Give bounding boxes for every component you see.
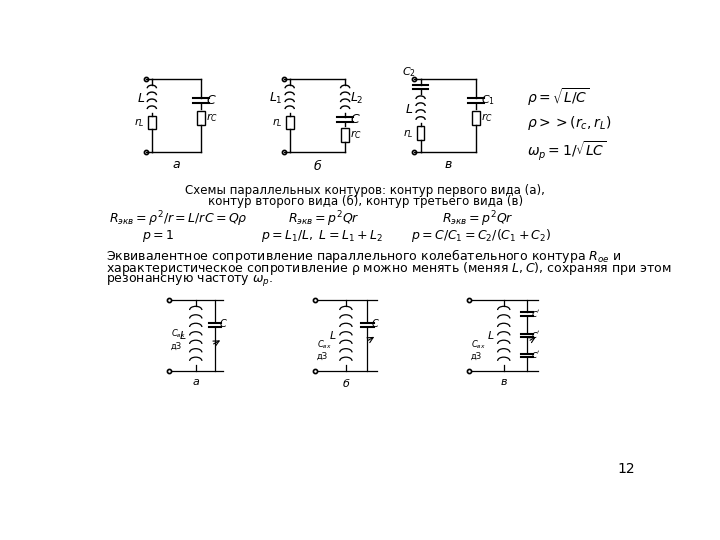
Bar (472, 111, 480, 125)
Text: $p=C/C_1=C_2/(C_1+C_2)$: $p=C/C_1=C_2/(C_1+C_2)$ (411, 227, 552, 244)
Text: $C$: $C$ (350, 113, 361, 126)
Text: $\rho >> (r_c, r_L)$: $\rho >> (r_c, r_L)$ (527, 114, 611, 132)
Bar (341, 128, 349, 142)
Text: характеристическое сопротивление ρ можно менять (меняя $L, C$), сохраняя при это: характеристическое сопротивление ρ можно… (106, 260, 671, 276)
Bar (148, 116, 156, 130)
Text: $L_2$: $L_2$ (350, 91, 364, 106)
Text: Схемы параллельных контуров: контур первого вида (а),: Схемы параллельных контуров: контур перв… (185, 184, 545, 197)
Text: 12: 12 (617, 462, 634, 476)
Text: $R_{\mathit{экв}}=\rho^2/r=L/rC=Q\rho$: $R_{\mathit{экв}}=\rho^2/r=L/rC=Q\rho$ (109, 209, 248, 228)
Text: $c'$: $c'$ (531, 350, 540, 361)
Text: $c'$: $c'$ (531, 308, 540, 320)
Text: $\rho = \sqrt{L/C}$: $\rho = \sqrt{L/C}$ (527, 86, 589, 108)
Text: Эквивалентное сопротивление параллельного колебательного контура $R_{oe}$ и: Эквивалентное сопротивление параллельног… (106, 247, 621, 265)
Text: $\mathit{б}$: $\mathit{б}$ (312, 158, 322, 173)
Text: $c'$: $c'$ (531, 329, 540, 341)
Text: $r_C$: $r_C$ (350, 129, 361, 141)
Text: $L$: $L$ (329, 329, 337, 341)
Text: $C_{вх}$
дЗ: $C_{вх}$ дЗ (471, 339, 485, 361)
Text: $\mathit{б}$: $\mathit{б}$ (342, 377, 350, 389)
Text: $L$: $L$ (179, 329, 186, 341)
Text: $R_{\mathit{экв}}=p^2Qr$: $R_{\mathit{экв}}=p^2Qr$ (288, 209, 360, 228)
Bar (417, 126, 425, 140)
Text: $a$: $a$ (172, 158, 181, 171)
Text: $C_{вх}$
дЗ: $C_{вх}$ дЗ (171, 328, 186, 350)
Text: $L$: $L$ (487, 329, 495, 341)
Text: $C_1$: $C_1$ (481, 93, 495, 107)
Text: $r_L$: $r_L$ (403, 127, 414, 140)
Text: $\omega_p = 1/\sqrt{LC}$: $\omega_p = 1/\sqrt{LC}$ (527, 139, 606, 163)
Text: $r_L$: $r_L$ (135, 116, 145, 129)
Text: $L_1$: $L_1$ (269, 91, 283, 106)
Text: $p=L_1/L,\ L=L_1+L_2$: $p=L_1/L,\ L=L_1+L_2$ (261, 228, 383, 244)
Text: $a$: $a$ (192, 377, 199, 387)
Text: $r_C$: $r_C$ (206, 112, 217, 124)
Text: $p=1$: $p=1$ (142, 228, 174, 244)
Bar (286, 116, 294, 130)
Text: резонансную частоту $\omega_{p}$.: резонансную частоту $\omega_{p}$. (106, 273, 273, 288)
Text: $C_{вх}$
дЗ: $C_{вх}$ дЗ (317, 339, 331, 361)
Text: контур второго вида (б), контур третьего вида (в): контур второго вида (б), контур третьего… (207, 195, 523, 208)
Text: $L$: $L$ (405, 103, 414, 116)
Text: $\mathit{в}$: $\mathit{в}$ (500, 377, 508, 387)
Text: $C$: $C$ (219, 317, 228, 329)
Text: $C_2$: $C_2$ (402, 66, 416, 79)
Text: $R_{\mathit{экв}}=p^2Qr$: $R_{\mathit{экв}}=p^2Qr$ (442, 209, 514, 228)
Bar (197, 111, 205, 125)
Text: $C$: $C$ (372, 317, 380, 329)
Text: $C$: $C$ (206, 94, 217, 107)
Text: $L$: $L$ (137, 92, 145, 105)
Text: $r_C$: $r_C$ (481, 112, 492, 124)
Text: $\mathit{в}$: $\mathit{в}$ (444, 158, 453, 171)
Text: $r_L$: $r_L$ (272, 116, 283, 129)
